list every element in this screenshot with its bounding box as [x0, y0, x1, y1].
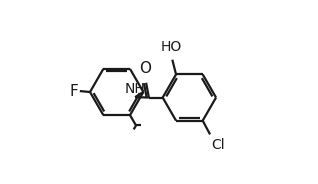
Text: Cl: Cl — [211, 138, 225, 152]
Text: HO: HO — [161, 40, 182, 54]
Text: O: O — [139, 61, 151, 76]
Text: F: F — [70, 84, 79, 99]
Text: NH: NH — [125, 82, 145, 96]
